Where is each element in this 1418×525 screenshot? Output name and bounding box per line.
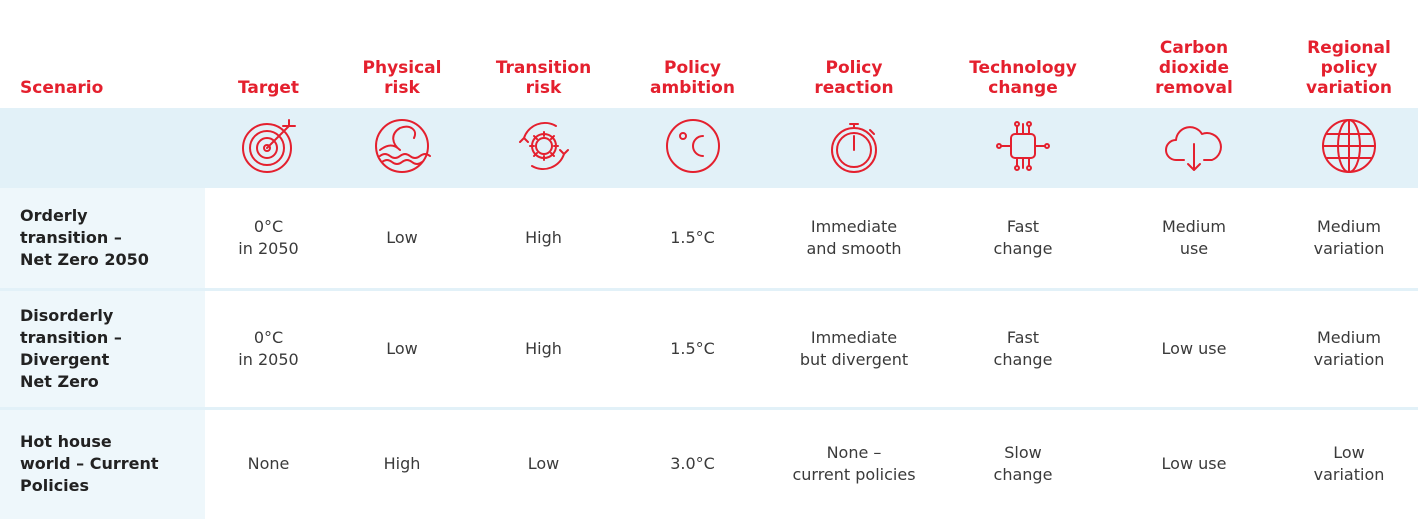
temperature-icon xyxy=(665,119,720,174)
cell: 0°C in 2050 xyxy=(238,327,299,369)
wave-icon xyxy=(375,119,431,174)
cell: Medium variation xyxy=(1313,216,1385,258)
cell: Slow change xyxy=(993,443,1053,485)
cell: Fast change xyxy=(993,327,1053,369)
cell: Medium variation xyxy=(1313,327,1385,369)
cell: High xyxy=(525,227,562,247)
column-header: Scenario xyxy=(20,78,104,98)
cell: High xyxy=(383,454,421,474)
data-row: Orderly transition – Net Zero 2050 0°C i… xyxy=(0,186,1418,289)
cell: Low use xyxy=(1161,454,1227,474)
stopwatch-icon xyxy=(831,123,877,174)
cell: Low xyxy=(386,227,418,247)
cell: Immediate and smooth xyxy=(806,216,902,258)
cell: Low xyxy=(386,338,418,358)
chip-icon xyxy=(996,121,1050,172)
cell: Low variation xyxy=(1313,443,1385,485)
globe-icon xyxy=(1322,119,1376,174)
cell: 3.0°C xyxy=(670,454,715,474)
cloud-icon xyxy=(1165,126,1222,172)
scenario-cell: Hot house world – Current Policies xyxy=(0,408,205,519)
icon-row xyxy=(0,108,1418,186)
scenario-cell: Disorderly transition – Divergent Net Ze… xyxy=(0,289,205,408)
column-header: Regional policy variation xyxy=(1306,38,1392,98)
empty-cell xyxy=(0,108,205,186)
cell: Medium use xyxy=(1162,216,1226,258)
cell: Fast change xyxy=(993,216,1053,258)
column-header: Target xyxy=(237,78,300,98)
scenario-cell: Orderly transition – Net Zero 2050 xyxy=(0,186,205,289)
column-header: Physical risk xyxy=(362,58,442,98)
target-icon xyxy=(241,119,296,174)
cell: Immediate but divergent xyxy=(799,327,909,369)
cell: High xyxy=(525,338,562,358)
cell: 1.5°C xyxy=(670,338,715,358)
column-header: Carbon dioxide removal xyxy=(1155,38,1233,98)
header-row: Scenario Target Physical risk Transition… xyxy=(0,0,1418,108)
cell: None – current policies xyxy=(792,443,916,485)
cell: None xyxy=(247,454,290,474)
column-header: Policy ambition xyxy=(650,58,735,98)
gear-icon xyxy=(518,122,569,171)
cell: Low xyxy=(527,454,560,474)
column-header: Transition risk xyxy=(495,58,592,98)
data-row: Hot house world – Current Policies None … xyxy=(0,408,1418,519)
data-row: Disorderly transition – Divergent Net Ze… xyxy=(0,289,1418,408)
cell: 0°C in 2050 xyxy=(238,216,299,258)
column-header: Technology change xyxy=(969,58,1077,98)
cell: Low use xyxy=(1161,338,1227,358)
cell: 1.5°C xyxy=(670,227,715,247)
column-header: Policy reaction xyxy=(814,58,894,98)
